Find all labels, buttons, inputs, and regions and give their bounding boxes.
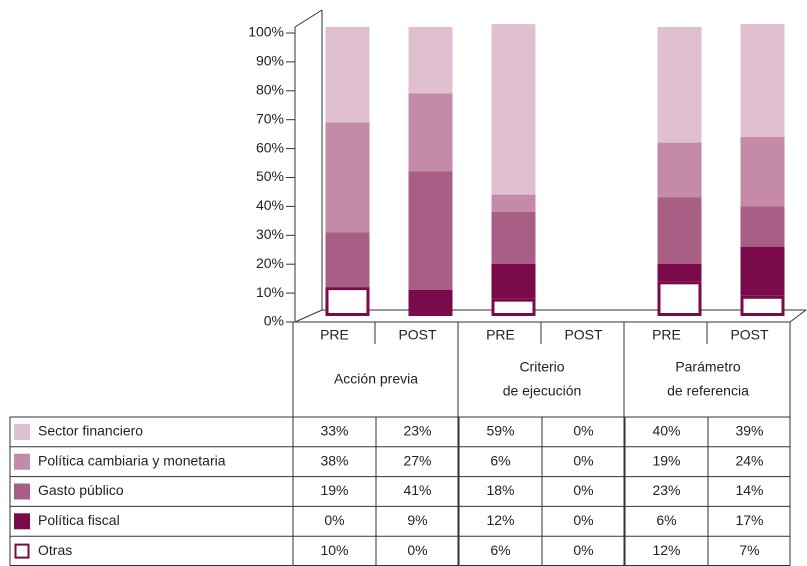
table-cell: 6% (656, 512, 676, 528)
legend-swatch (14, 423, 30, 440)
bar-segment (408, 171, 453, 290)
bar-segment (740, 295, 785, 316)
bar-segment (491, 24, 536, 195)
y-tick-label: 80% (256, 82, 284, 98)
x-tick-label: POST (398, 327, 437, 343)
group-label: Parámetro (675, 359, 741, 375)
bar-segment (325, 122, 370, 233)
table-cell: 19% (652, 452, 680, 468)
bar-segment (740, 24, 785, 137)
table-cell: 23% (652, 482, 680, 498)
table-cell: 27% (403, 452, 431, 468)
bar-segment (325, 27, 370, 123)
y-tick-label: 20% (256, 255, 284, 271)
y-tick-label: 100% (248, 24, 284, 40)
bar-segment (491, 211, 536, 264)
bar-segment (657, 197, 702, 264)
bar-segment (740, 136, 785, 207)
bar-segment (657, 281, 702, 317)
bar-segment (491, 263, 536, 299)
table-cell: 23% (403, 423, 431, 439)
table-cell: 39% (735, 423, 763, 439)
legend-label: Sector financiero (38, 423, 143, 439)
legend-swatch (14, 543, 30, 559)
legend-swatch (14, 453, 30, 470)
y-tick-label: 40% (256, 197, 284, 213)
legend-label: Gasto público (38, 482, 124, 498)
bar-segment (325, 232, 370, 288)
x-tick-label: PRE (320, 327, 349, 343)
table-cell: 0% (407, 542, 427, 558)
x-tick-label: POST (730, 327, 769, 343)
y-tick-label: 30% (256, 226, 284, 242)
bar-segment (740, 246, 785, 296)
x-tick-label: POST (564, 327, 603, 343)
y-tick-label: 90% (256, 53, 284, 69)
group-label: de referencia (667, 383, 749, 399)
bar-segment (740, 206, 785, 247)
y-tick-label: 0% (264, 313, 284, 329)
legend-swatch (14, 483, 30, 500)
table-cell: 12% (652, 542, 680, 558)
group-label: Acción previa (334, 371, 418, 387)
y-tick-label: 70% (256, 110, 284, 126)
table-cell: 9% (407, 512, 427, 528)
table-cell: 12% (486, 512, 514, 528)
table-cell: 10% (320, 542, 348, 558)
table-cell: 0% (573, 482, 593, 498)
table-cell: 0% (573, 512, 593, 528)
table-cell: 41% (403, 482, 431, 498)
legend-label: Política cambiaria y monetaria (38, 452, 226, 468)
bar-segment (408, 93, 453, 172)
legend-label: Otras (38, 542, 72, 558)
bar-segment (491, 194, 536, 212)
bar-segment (408, 289, 453, 316)
bar-segment (325, 287, 370, 317)
table-cell: 18% (486, 482, 514, 498)
table-cell: 59% (486, 423, 514, 439)
table-cell: 0% (573, 542, 593, 558)
table-cell: 24% (735, 452, 763, 468)
table-cell: 6% (490, 542, 510, 558)
bar-segment (657, 27, 702, 143)
y-tick-label: 60% (256, 139, 284, 155)
x-tick-label: PRE (652, 327, 681, 343)
table-cell: 0% (573, 423, 593, 439)
bar-segment (491, 298, 536, 317)
bar-segment (408, 27, 453, 94)
table-cell: 0% (573, 452, 593, 468)
table-cell: 38% (320, 452, 348, 468)
legend-label: Política fiscal (38, 512, 120, 528)
table-cell: 6% (490, 452, 510, 468)
table-cell: 19% (320, 482, 348, 498)
bar-segment (657, 142, 702, 198)
table-cell: 33% (320, 423, 348, 439)
table-cell: 40% (652, 423, 680, 439)
legend-swatch (14, 513, 30, 530)
table-cell: 7% (739, 542, 759, 558)
table-cell: 14% (735, 482, 763, 498)
group-label: de ejecución (503, 383, 582, 399)
y-tick-label: 50% (256, 168, 284, 184)
bar-segment (657, 263, 702, 282)
table-cell: 17% (735, 512, 763, 528)
x-tick-label: PRE (486, 327, 515, 343)
group-label: Criterio (519, 359, 564, 375)
y-tick-label: 10% (256, 284, 284, 300)
table-cell: 0% (324, 512, 344, 528)
